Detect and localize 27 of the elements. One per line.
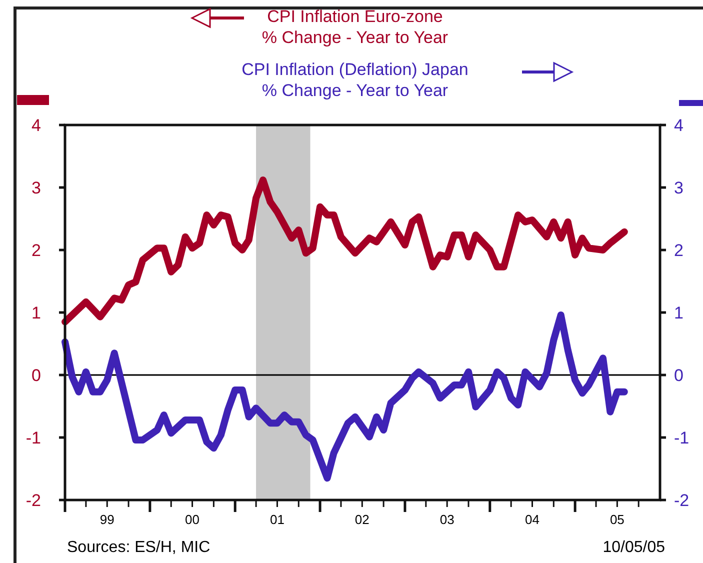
x-tick-label: 02: [354, 512, 370, 527]
y2-tick-label: 1: [674, 304, 684, 322]
y2-tick-label: -1: [674, 428, 690, 448]
text: CPI Inflation (Deflation) Japan: [242, 60, 468, 79]
y2-tick-label: 4: [674, 116, 684, 135]
y-tick-label: -1: [26, 428, 41, 448]
y2-tick-label: -2: [674, 491, 690, 510]
y-tick-label: 3: [32, 178, 41, 198]
x-tick-label: 05: [610, 512, 624, 527]
x-tick-label: 01: [270, 512, 284, 527]
y2-tick-label: 3: [674, 178, 684, 198]
x-tick-label: 99: [100, 512, 114, 527]
text: 10/05/05: [602, 539, 666, 556]
x-tick-label: 03: [440, 512, 454, 527]
legend-label: CPI Inflation Euro-zone: [267, 7, 443, 26]
y-tick-label: 0: [32, 366, 41, 385]
source-note: Sources: ES/H, MIC: [67, 539, 210, 556]
y-tick-label: 1: [32, 304, 41, 322]
text: % Change - Year to Year: [262, 28, 448, 47]
y2-tick-label: 2: [674, 241, 684, 260]
y-tick-label: 4: [32, 116, 41, 135]
y2-tick-label: 0: [674, 366, 684, 385]
x-tick-label: 00: [185, 512, 200, 527]
y-tick-label: 2: [32, 241, 41, 260]
y-tick-label: -2: [26, 491, 41, 510]
x-tick-label: 04: [525, 512, 540, 527]
text: % Change - Year to Year: [262, 81, 448, 100]
